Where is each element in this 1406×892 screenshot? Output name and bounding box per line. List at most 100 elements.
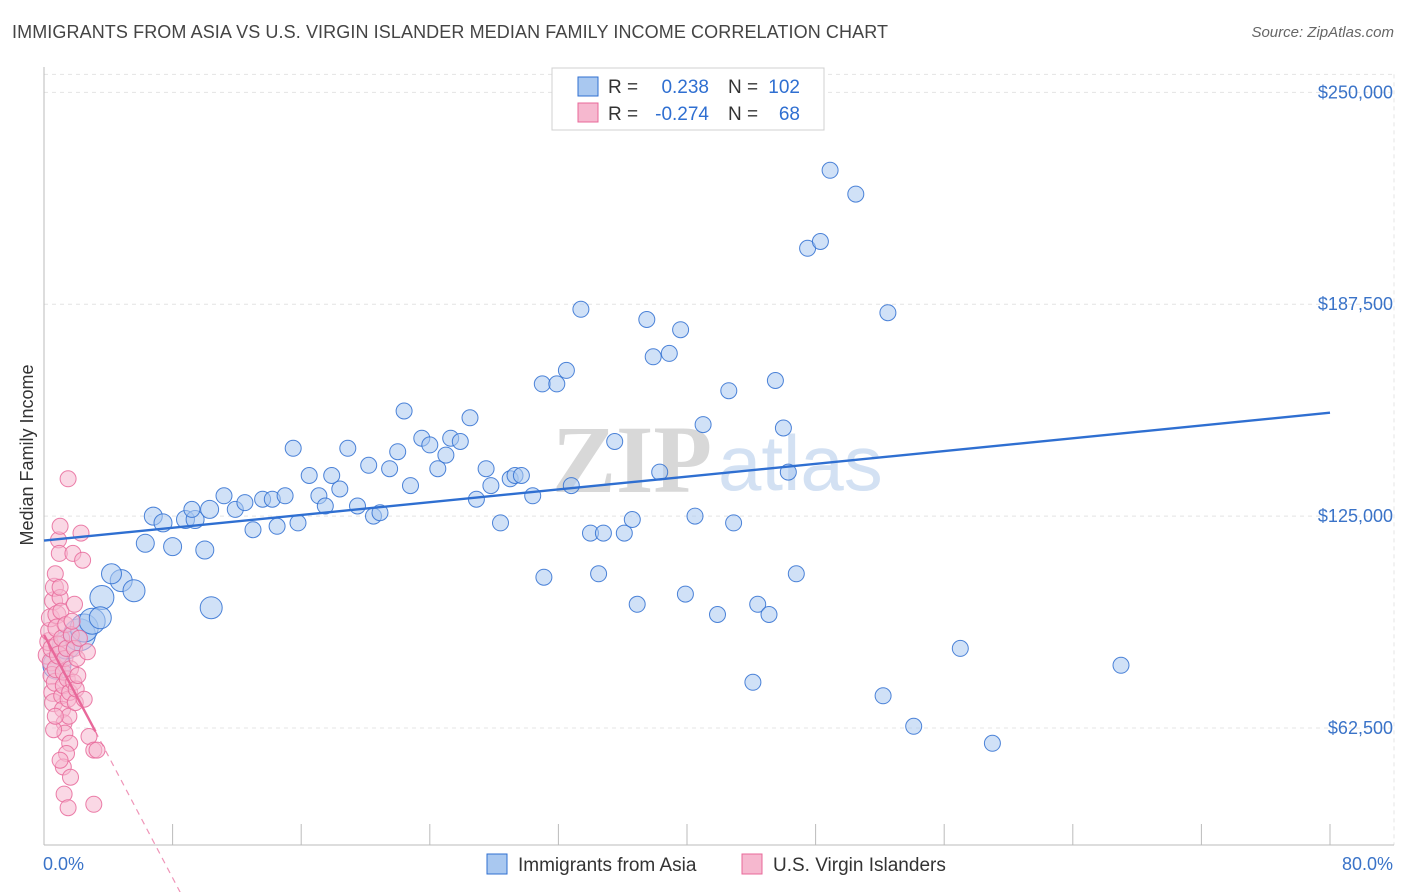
legend-swatch-pink xyxy=(577,102,599,123)
point-asia-18 xyxy=(215,487,233,505)
point-asia-58 xyxy=(533,375,551,393)
legend-r-value-pink: -0.274 xyxy=(655,104,709,125)
x-tick-label-start: 0.0% xyxy=(43,854,84,874)
point-asia-98 xyxy=(199,596,223,620)
point-virgin-islander-40 xyxy=(63,612,81,630)
point-asia-61 xyxy=(562,477,580,495)
point-asia-97 xyxy=(1112,656,1130,674)
point-asia-26 xyxy=(284,439,302,457)
point-asia-71 xyxy=(644,348,662,366)
point-asia-25 xyxy=(276,487,294,505)
point-asia-28 xyxy=(300,467,318,484)
point-asia-84 xyxy=(766,372,784,389)
point-asia-31 xyxy=(323,467,341,484)
point-asia-73 xyxy=(660,344,678,362)
point-asia-52 xyxy=(492,514,509,532)
point-virgin-islander-47 xyxy=(69,667,87,684)
point-asia-67 xyxy=(615,524,633,542)
point-asia-45 xyxy=(437,446,455,464)
point-virgin-islander-56 xyxy=(59,799,77,817)
legend-n-value-blue: 102 xyxy=(768,77,800,98)
chart-source: Source: ZipAtlas.com xyxy=(1251,24,1394,41)
point-virgin-islander-51 xyxy=(59,470,77,488)
point-virgin-islander-50 xyxy=(74,551,92,569)
y-tick-label-3: $250,000 xyxy=(1318,82,1393,102)
legend-r-label-blue: R = xyxy=(608,77,638,98)
point-asia-93 xyxy=(879,304,897,322)
point-asia-62 xyxy=(572,300,590,318)
point-asia-16 xyxy=(183,500,201,518)
point-asia-60 xyxy=(557,361,575,379)
point-asia-34 xyxy=(349,497,366,515)
point-virgin-islander-60 xyxy=(88,741,106,759)
point-asia-20 xyxy=(236,494,254,512)
point-virgin-islander-61 xyxy=(85,795,103,813)
legend-r-value-blue: 0.238 xyxy=(661,77,709,98)
point-asia-79 xyxy=(720,382,738,400)
point-asia-43 xyxy=(421,436,439,454)
point-asia-12 xyxy=(163,537,183,557)
point-asia-81 xyxy=(744,673,762,691)
trendline-immigrants-from-asia xyxy=(43,411,1331,542)
point-asia-90 xyxy=(821,161,839,179)
point-asia-7 xyxy=(122,579,146,603)
point-asia-96 xyxy=(983,734,1001,752)
point-asia-17 xyxy=(200,499,220,519)
point-asia-40 xyxy=(395,402,413,420)
point-asia-21 xyxy=(244,521,262,539)
point-asia-95 xyxy=(951,639,969,657)
point-asia-66 xyxy=(606,433,624,450)
stats-legend: R = 0.238 N = 102 R = -0.274 N = 68 xyxy=(551,67,825,131)
point-virgin-islander-49 xyxy=(72,524,90,542)
point-virgin-islander-64 xyxy=(66,595,83,613)
watermark: ZIP atlas xyxy=(552,406,883,513)
point-asia-77 xyxy=(694,416,712,434)
point-asia-91 xyxy=(847,185,865,203)
point-asia-15 xyxy=(195,540,215,560)
point-asia-78 xyxy=(709,606,726,623)
point-asia-24 xyxy=(268,517,286,535)
point-asia-35 xyxy=(360,456,378,474)
point-asia-59 xyxy=(548,375,566,393)
point-virgin-islander-20 xyxy=(51,517,69,535)
point-asia-75 xyxy=(676,585,694,603)
trendline-us-virgin-islanders xyxy=(42,634,97,732)
point-virgin-islander-65 xyxy=(51,578,69,596)
point-virgin-islander-48 xyxy=(70,629,88,647)
point-asia-64 xyxy=(590,565,608,583)
x-tick-label-end: 80.0% xyxy=(1342,854,1393,874)
y-axis-label: Median Family Income xyxy=(17,364,37,545)
point-asia-92 xyxy=(874,687,892,705)
legend-swatch-immigrants-from-asia xyxy=(486,853,508,875)
point-asia-65 xyxy=(594,524,612,542)
point-asia-51 xyxy=(482,477,500,495)
point-asia-57 xyxy=(535,568,553,586)
point-virgin-islander-54 xyxy=(51,751,69,769)
point-asia-55 xyxy=(512,467,530,484)
point-asia-82 xyxy=(749,595,767,613)
point-asia-85 xyxy=(774,419,792,437)
point-asia-5 xyxy=(89,585,115,610)
point-asia-94 xyxy=(905,717,923,735)
point-asia-83 xyxy=(760,606,778,623)
point-asia-87 xyxy=(787,565,805,583)
legend-n-label-pink: N = xyxy=(728,104,758,125)
point-virgin-islander-63 xyxy=(46,707,64,725)
y-tick-label-0: $62,500 xyxy=(1328,718,1393,738)
series-us-virgin-islanders xyxy=(37,470,106,817)
point-asia-89 xyxy=(811,233,829,250)
x-tick-labels: 0.0% 80.0% xyxy=(43,854,1393,874)
point-virgin-islander-66 xyxy=(78,643,96,661)
point-asia-38 xyxy=(381,460,399,478)
point-asia-74 xyxy=(672,321,690,339)
point-asia-47 xyxy=(451,433,469,450)
legend-swatch-blue xyxy=(577,76,599,97)
point-asia-33 xyxy=(339,439,357,457)
point-asia-80 xyxy=(725,514,743,532)
watermark-zip: ZIP xyxy=(552,406,712,513)
y-tick-label-2: $187,500 xyxy=(1318,294,1393,314)
legend-r-label-pink: R = xyxy=(608,104,638,125)
point-asia-56 xyxy=(524,487,542,505)
point-asia-99 xyxy=(88,606,112,630)
